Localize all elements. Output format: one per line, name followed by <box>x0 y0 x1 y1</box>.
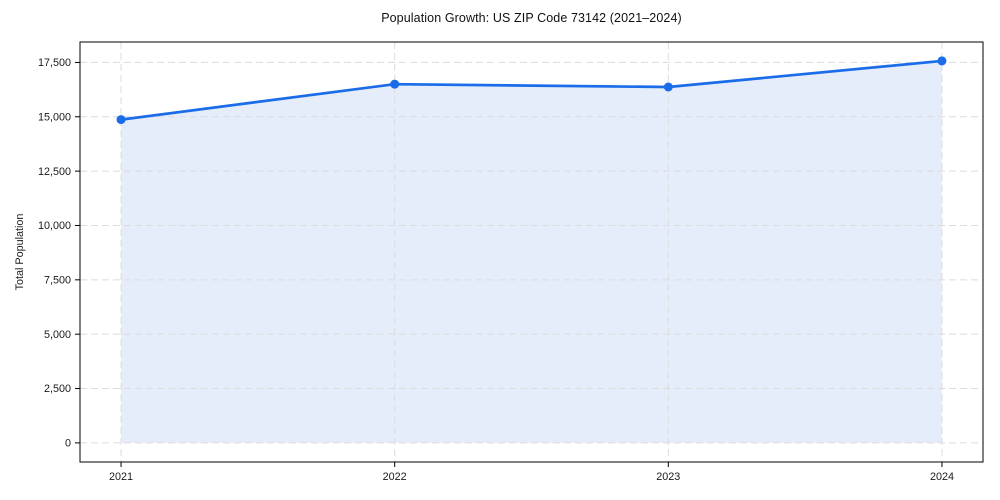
y-tick-label: 17,500 <box>38 57 71 69</box>
x-tick-label: 2023 <box>656 471 680 483</box>
chart-title: Population Growth: US ZIP Code 73142 (20… <box>381 11 682 25</box>
x-tick-label: 2024 <box>930 471 954 483</box>
y-tick-label: 0 <box>65 438 71 450</box>
y-tick-label: 10,000 <box>38 220 71 232</box>
series-line <box>119 59 944 121</box>
y-tick-label: 12,500 <box>38 166 71 178</box>
series-area <box>121 60 942 443</box>
y-tick-label: 15,000 <box>38 111 71 123</box>
x-tick-label: 2022 <box>383 471 407 483</box>
data-point-marker <box>390 79 400 89</box>
plot-border <box>79 41 984 463</box>
y-tick-label: 5,000 <box>44 329 71 341</box>
x-tick-label: 2021 <box>109 471 133 483</box>
data-point-marker <box>663 82 673 92</box>
data-point-marker <box>937 56 947 66</box>
data-point-marker <box>116 115 126 125</box>
y-tick-label: 7,500 <box>44 275 71 287</box>
y-tick-label: 2,500 <box>44 383 71 395</box>
